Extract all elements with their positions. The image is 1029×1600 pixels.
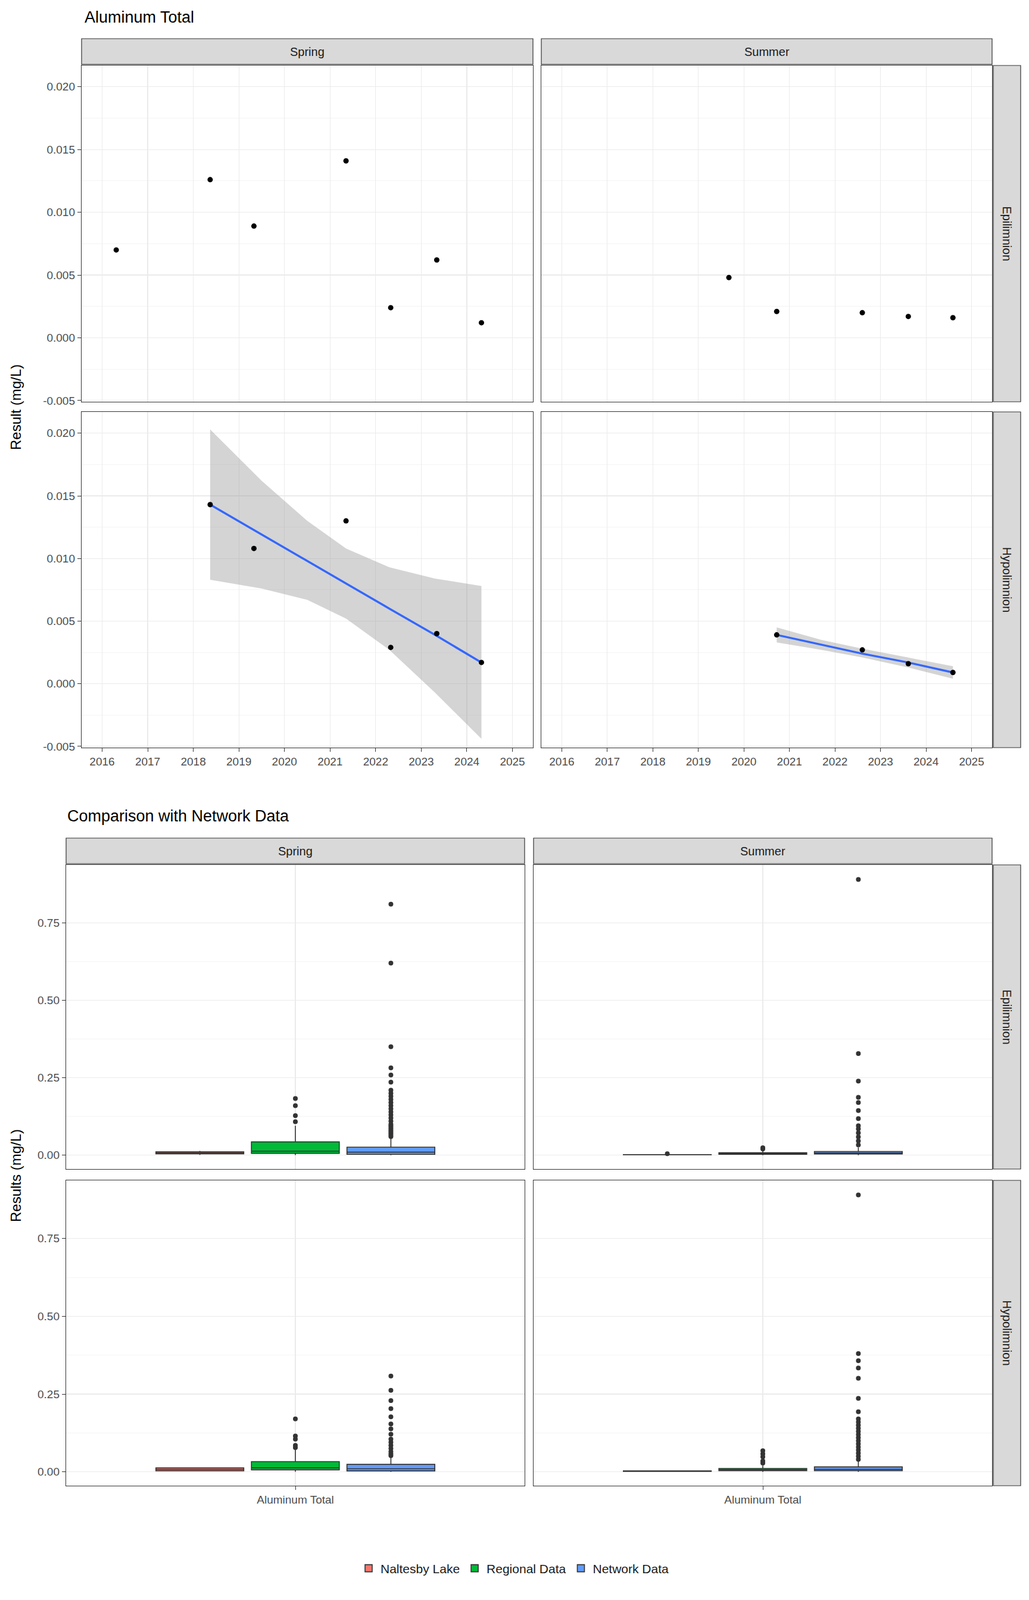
svg-text:2021: 2021 bbox=[777, 755, 803, 769]
svg-text:0.005: 0.005 bbox=[46, 615, 76, 628]
svg-text:Hypolimnion: Hypolimnion bbox=[1000, 1301, 1014, 1367]
svg-text:-0.005: -0.005 bbox=[42, 740, 76, 754]
svg-text:-0.005: -0.005 bbox=[42, 394, 76, 408]
svg-text:2021: 2021 bbox=[317, 755, 343, 769]
svg-text:2016: 2016 bbox=[89, 755, 115, 769]
svg-text:0.010: 0.010 bbox=[46, 552, 76, 566]
svg-text:Summer: Summer bbox=[740, 844, 786, 859]
svg-text:2025: 2025 bbox=[499, 755, 525, 769]
svg-text:Results (mg/L): Results (mg/L) bbox=[7, 1129, 24, 1223]
svg-text:2017: 2017 bbox=[594, 755, 620, 769]
svg-text:2024: 2024 bbox=[454, 755, 480, 769]
svg-text:0.015: 0.015 bbox=[46, 490, 76, 503]
svg-text:2020: 2020 bbox=[731, 755, 757, 769]
svg-text:2022: 2022 bbox=[822, 755, 848, 769]
svg-text:2024: 2024 bbox=[913, 755, 940, 769]
svg-text:Aluminum Total: Aluminum Total bbox=[724, 1494, 802, 1507]
svg-text:2023: 2023 bbox=[868, 755, 894, 769]
svg-text:0.50: 0.50 bbox=[37, 994, 60, 1007]
svg-text:Aluminum Total: Aluminum Total bbox=[84, 8, 195, 27]
svg-text:0.00: 0.00 bbox=[37, 1149, 60, 1162]
svg-text:Epilimnion: Epilimnion bbox=[1000, 206, 1014, 262]
svg-text:0.00: 0.00 bbox=[37, 1466, 60, 1479]
svg-text:0.25: 0.25 bbox=[37, 1388, 60, 1402]
svg-text:0.75: 0.75 bbox=[37, 917, 60, 930]
svg-text:2017: 2017 bbox=[135, 755, 161, 769]
svg-text:2022: 2022 bbox=[363, 755, 389, 769]
svg-text:0.015: 0.015 bbox=[46, 143, 76, 157]
svg-text:Regional Data: Regional Data bbox=[486, 1562, 566, 1577]
svg-text:2018: 2018 bbox=[640, 755, 666, 769]
svg-text:0.000: 0.000 bbox=[46, 331, 76, 345]
svg-text:Network Data: Network Data bbox=[592, 1562, 669, 1577]
svg-text:0.020: 0.020 bbox=[46, 80, 76, 93]
svg-text:Spring: Spring bbox=[290, 45, 325, 59]
svg-text:0.020: 0.020 bbox=[46, 426, 76, 440]
svg-text:Hypolimnion: Hypolimnion bbox=[1000, 547, 1014, 613]
svg-text:Epilimnion: Epilimnion bbox=[1000, 990, 1014, 1046]
svg-text:2020: 2020 bbox=[272, 755, 298, 769]
svg-text:2018: 2018 bbox=[180, 755, 206, 769]
svg-text:2019: 2019 bbox=[226, 755, 252, 769]
svg-text:Aluminum Total: Aluminum Total bbox=[256, 1494, 335, 1507]
svg-text:Naltesby Lake: Naltesby Lake bbox=[380, 1562, 460, 1577]
svg-text:0.010: 0.010 bbox=[46, 206, 76, 219]
svg-text:0.75: 0.75 bbox=[37, 1232, 60, 1246]
svg-text:2019: 2019 bbox=[686, 755, 712, 769]
svg-text:0.000: 0.000 bbox=[46, 677, 76, 691]
svg-text:2016: 2016 bbox=[549, 755, 575, 769]
svg-text:2025: 2025 bbox=[958, 755, 984, 769]
svg-text:Result (mg/L): Result (mg/L) bbox=[7, 364, 24, 451]
svg-text:Comparison with Network Data: Comparison with Network Data bbox=[67, 807, 290, 826]
svg-text:2023: 2023 bbox=[408, 755, 434, 769]
svg-text:0.50: 0.50 bbox=[37, 1310, 60, 1324]
svg-text:Spring: Spring bbox=[278, 844, 313, 859]
svg-text:0.25: 0.25 bbox=[37, 1071, 60, 1085]
svg-text:Summer: Summer bbox=[744, 45, 790, 59]
svg-text:0.005: 0.005 bbox=[46, 269, 76, 282]
